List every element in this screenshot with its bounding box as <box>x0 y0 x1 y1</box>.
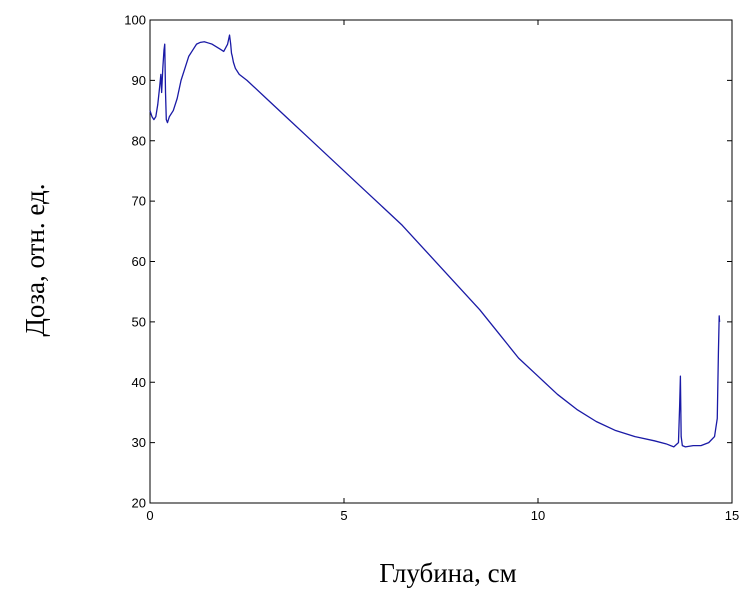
dose-curve-line <box>149 34 721 448</box>
x-tick-labels: 0 5 10 15 <box>146 508 739 523</box>
x-axis-title: Глубина, см <box>379 558 516 588</box>
x-tick-label: 5 <box>340 508 347 523</box>
y-tick-label: 70 <box>132 194 146 209</box>
y-tick-label: 40 <box>132 375 146 390</box>
x-tick-label: 15 <box>725 508 739 523</box>
y-tick-label: 80 <box>132 133 146 148</box>
y-tick-label: 60 <box>132 254 146 269</box>
y-tick-label: 100 <box>124 13 146 28</box>
y-tick-labels: 20 30 40 50 60 70 80 90 100 <box>124 13 146 511</box>
x-tick-label: 0 <box>146 508 153 523</box>
y-axis-title: Доза, отн. ед. <box>20 183 50 336</box>
y-tick-label: 50 <box>132 314 146 329</box>
y-tick-label: 20 <box>132 496 146 511</box>
y-tick-label: 30 <box>132 435 146 450</box>
axis-ticks <box>149 19 733 504</box>
plot-area <box>149 19 733 504</box>
x-tick-label: 10 <box>531 508 545 523</box>
y-tick-label: 90 <box>132 73 146 88</box>
